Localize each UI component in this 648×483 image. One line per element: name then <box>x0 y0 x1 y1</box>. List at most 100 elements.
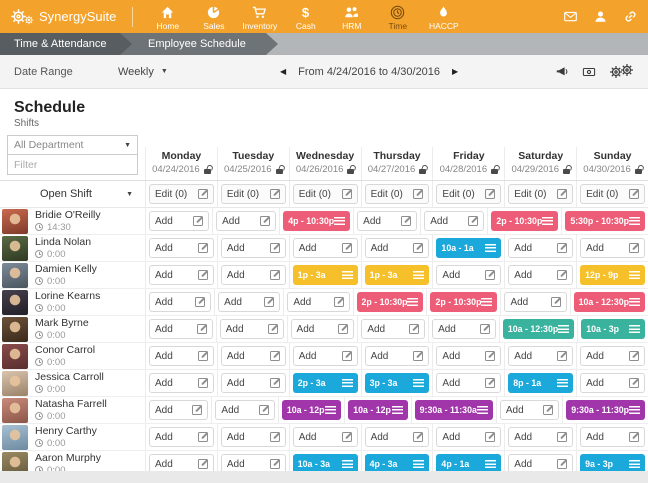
add-shift-button[interactable]: Add <box>219 319 284 339</box>
banknote-icon[interactable] <box>582 65 596 79</box>
add-shift-button[interactable]: Add <box>580 373 645 393</box>
add-shift-button[interactable]: Add <box>508 346 574 366</box>
add-shift-button[interactable]: Add <box>436 373 502 393</box>
add-shift-button[interactable]: Add <box>149 211 210 231</box>
nav-item-time[interactable]: Time <box>376 3 419 31</box>
nav-item-cash[interactable]: Cash <box>284 3 327 31</box>
add-shift-button[interactable]: Add <box>499 400 560 420</box>
shift-chip[interactable]: 2p - 3a <box>292 373 358 393</box>
shift-chip[interactable]: 10a - 12p <box>281 400 342 420</box>
breadcrumb-time-attendance[interactable]: Time & Attendance <box>0 33 132 55</box>
add-shift-button[interactable]: Add <box>364 346 430 366</box>
add-shift-button[interactable]: Add <box>580 238 645 258</box>
add-shift-button[interactable]: Add <box>287 292 350 312</box>
edit-shift-button[interactable]: Edit (0) <box>220 184 286 204</box>
shift-chip[interactable]: 10a - 12:30p <box>502 319 575 339</box>
add-shift-button[interactable]: Add <box>580 346 645 366</box>
add-shift-button[interactable]: Add <box>436 427 502 447</box>
nav-item-inventory[interactable]: Inventory <box>238 3 281 31</box>
add-shift-button[interactable]: Add <box>220 265 286 285</box>
edit-shift-button[interactable]: Edit (0) <box>149 184 214 204</box>
shift-chip[interactable]: 4p - 10:30p <box>283 211 351 231</box>
add-shift-button[interactable]: Add <box>220 346 286 366</box>
shift-chip[interactable]: 4p - 1a <box>436 454 502 474</box>
add-shift-button[interactable]: Add <box>220 427 286 447</box>
edit-shift-button[interactable]: Edit (0) <box>580 184 645 204</box>
nav-item-haccp[interactable]: HACCP <box>422 3 465 31</box>
edit-shift-button[interactable]: Edit (0) <box>292 184 358 204</box>
shift-chip[interactable]: 1p - 3a <box>292 265 358 285</box>
nav-item-sales[interactable]: Sales <box>192 3 235 31</box>
add-shift-button[interactable]: Add <box>364 238 430 258</box>
nav-item-hrm[interactable]: HRM <box>330 3 373 31</box>
shift-chip[interactable]: 10a - 1a <box>436 238 502 258</box>
add-shift-button[interactable]: Add <box>292 346 358 366</box>
user-icon[interactable] <box>593 9 608 24</box>
add-shift-button[interactable]: Add <box>290 319 355 339</box>
add-shift-button[interactable]: Add <box>149 427 214 447</box>
day-header[interactable]: Friday 04/28/2016 <box>432 147 504 180</box>
add-shift-button[interactable]: Add <box>504 292 567 312</box>
shift-chip[interactable]: 9:30a - 11:30p <box>566 400 645 420</box>
shift-chip[interactable]: 10a - 12p <box>348 400 408 420</box>
day-header[interactable]: Monday 04/24/2016 <box>145 147 217 180</box>
add-shift-button[interactable]: Add <box>436 265 502 285</box>
shift-chip[interactable]: 1p - 3a <box>364 265 430 285</box>
add-shift-button[interactable]: Add <box>292 427 358 447</box>
add-shift-button[interactable]: Add <box>218 292 281 312</box>
edit-shift-button[interactable]: Edit (0) <box>508 184 574 204</box>
add-shift-button[interactable]: Add <box>215 400 275 420</box>
add-shift-button[interactable]: Add <box>149 238 214 258</box>
prev-week-button[interactable]: ◀ <box>280 67 287 76</box>
settings-gears-icon[interactable] <box>609 65 634 79</box>
add-shift-button[interactable]: Add <box>220 373 286 393</box>
add-shift-button[interactable]: Add <box>508 427 574 447</box>
shift-chip[interactable]: 3p - 3a <box>364 373 430 393</box>
add-shift-button[interactable]: Add <box>424 211 485 231</box>
add-shift-button[interactable]: Add <box>149 346 214 366</box>
add-shift-button[interactable]: Add <box>220 238 286 258</box>
edit-shift-button[interactable]: Edit (0) <box>364 184 430 204</box>
link-icon[interactable] <box>623 9 638 24</box>
nav-item-home[interactable]: Home <box>146 3 189 31</box>
department-select[interactable]: All Department ▼ <box>7 135 138 155</box>
add-shift-button[interactable]: Add <box>508 238 574 258</box>
shift-chip[interactable]: 10a - 3p <box>581 319 645 339</box>
megaphone-icon[interactable] <box>555 65 569 79</box>
next-week-button[interactable]: ▶ <box>452 67 459 76</box>
add-shift-button[interactable]: Add <box>580 427 645 447</box>
add-shift-button[interactable]: Add <box>432 319 496 339</box>
shift-chip[interactable]: 2p - 10:30p <box>356 292 424 312</box>
day-header[interactable]: Thursday 04/27/2016 <box>360 147 433 180</box>
period-select[interactable]: Weekly ▼ <box>118 65 168 78</box>
breadcrumb-employee-schedule[interactable]: Employee Schedule <box>120 33 278 55</box>
mail-icon[interactable] <box>563 9 578 24</box>
shift-chip[interactable]: 5:30p - 10:30p <box>565 211 645 231</box>
app-logo[interactable]: SynergySuite <box>10 8 116 25</box>
add-shift-button[interactable]: Add <box>149 373 214 393</box>
add-shift-button[interactable]: Add <box>220 454 286 474</box>
add-shift-button[interactable]: Add <box>357 211 418 231</box>
add-shift-button[interactable]: Add <box>149 265 214 285</box>
shift-chip[interactable]: 12p - 9p <box>580 265 645 285</box>
add-shift-button[interactable]: Add <box>149 292 212 312</box>
add-shift-button[interactable]: Add <box>364 427 430 447</box>
filter-input[interactable] <box>7 155 138 175</box>
add-shift-button[interactable]: Add <box>361 319 426 339</box>
shift-chip[interactable]: 10a - 12:30p <box>573 292 645 312</box>
shift-chip[interactable]: 8p - 1a <box>508 373 574 393</box>
add-shift-button[interactable]: Add <box>292 238 358 258</box>
edit-shift-button[interactable]: Edit (0) <box>436 184 502 204</box>
shift-chip[interactable]: 2p - 10:30p <box>491 211 559 231</box>
shift-chip[interactable]: 10a - 3a <box>292 454 358 474</box>
shift-chip[interactable]: 2p - 10:30p <box>430 292 498 312</box>
shift-chip[interactable]: 9:30a - 11:30a <box>414 400 493 420</box>
open-shift-toggle[interactable]: Open Shift ▼ <box>40 188 133 200</box>
day-header[interactable]: Saturday 04/29/2016 <box>504 147 576 180</box>
add-shift-button[interactable]: Add <box>216 211 277 231</box>
day-header[interactable]: Tuesday 04/25/2016 <box>216 147 289 180</box>
add-shift-button[interactable]: Add <box>149 319 213 339</box>
day-header[interactable]: Wednesday 04/26/2016 <box>288 147 361 180</box>
add-shift-button[interactable]: Add <box>508 265 574 285</box>
shift-chip[interactable]: 4p - 3a <box>364 454 430 474</box>
